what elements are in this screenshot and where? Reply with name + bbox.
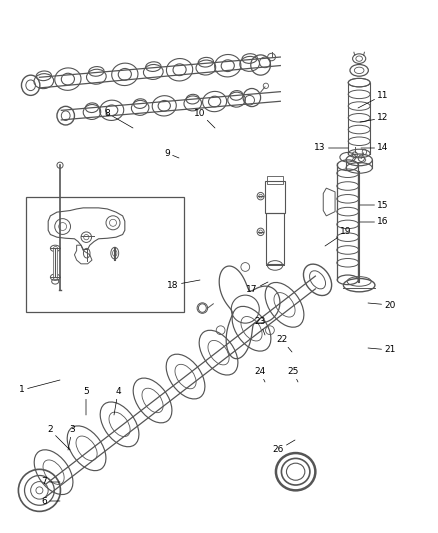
Text: 17: 17	[246, 282, 268, 295]
Text: 9: 9	[164, 149, 179, 158]
Text: 12: 12	[360, 114, 389, 123]
Text: 25: 25	[287, 367, 299, 382]
Text: 13: 13	[314, 143, 348, 152]
Text: 16: 16	[360, 217, 389, 227]
Bar	[266, 213, 284, 264]
Text: 7: 7	[41, 478, 60, 487]
Text: 4: 4	[114, 387, 121, 415]
Text: 1: 1	[19, 380, 60, 394]
Text: 21: 21	[368, 345, 396, 354]
Text: 8: 8	[104, 109, 133, 128]
Text: 26: 26	[272, 440, 295, 455]
Text: 23: 23	[254, 318, 266, 335]
Text: 15: 15	[360, 200, 389, 209]
Text: 3: 3	[68, 425, 75, 450]
Text: 20: 20	[368, 301, 396, 310]
Bar	[267, 176, 283, 184]
Text: 19: 19	[325, 228, 352, 246]
Text: 14: 14	[361, 143, 389, 152]
Text: 2: 2	[47, 425, 70, 450]
Text: 11: 11	[358, 91, 389, 108]
Text: 10: 10	[194, 109, 215, 128]
Text: 22: 22	[276, 335, 292, 352]
Text: 24: 24	[254, 367, 265, 382]
Bar	[26, 197, 184, 312]
Text: 18: 18	[167, 280, 200, 289]
Bar	[265, 181, 285, 213]
Text: 5: 5	[83, 387, 89, 415]
Text: 6: 6	[41, 497, 60, 505]
